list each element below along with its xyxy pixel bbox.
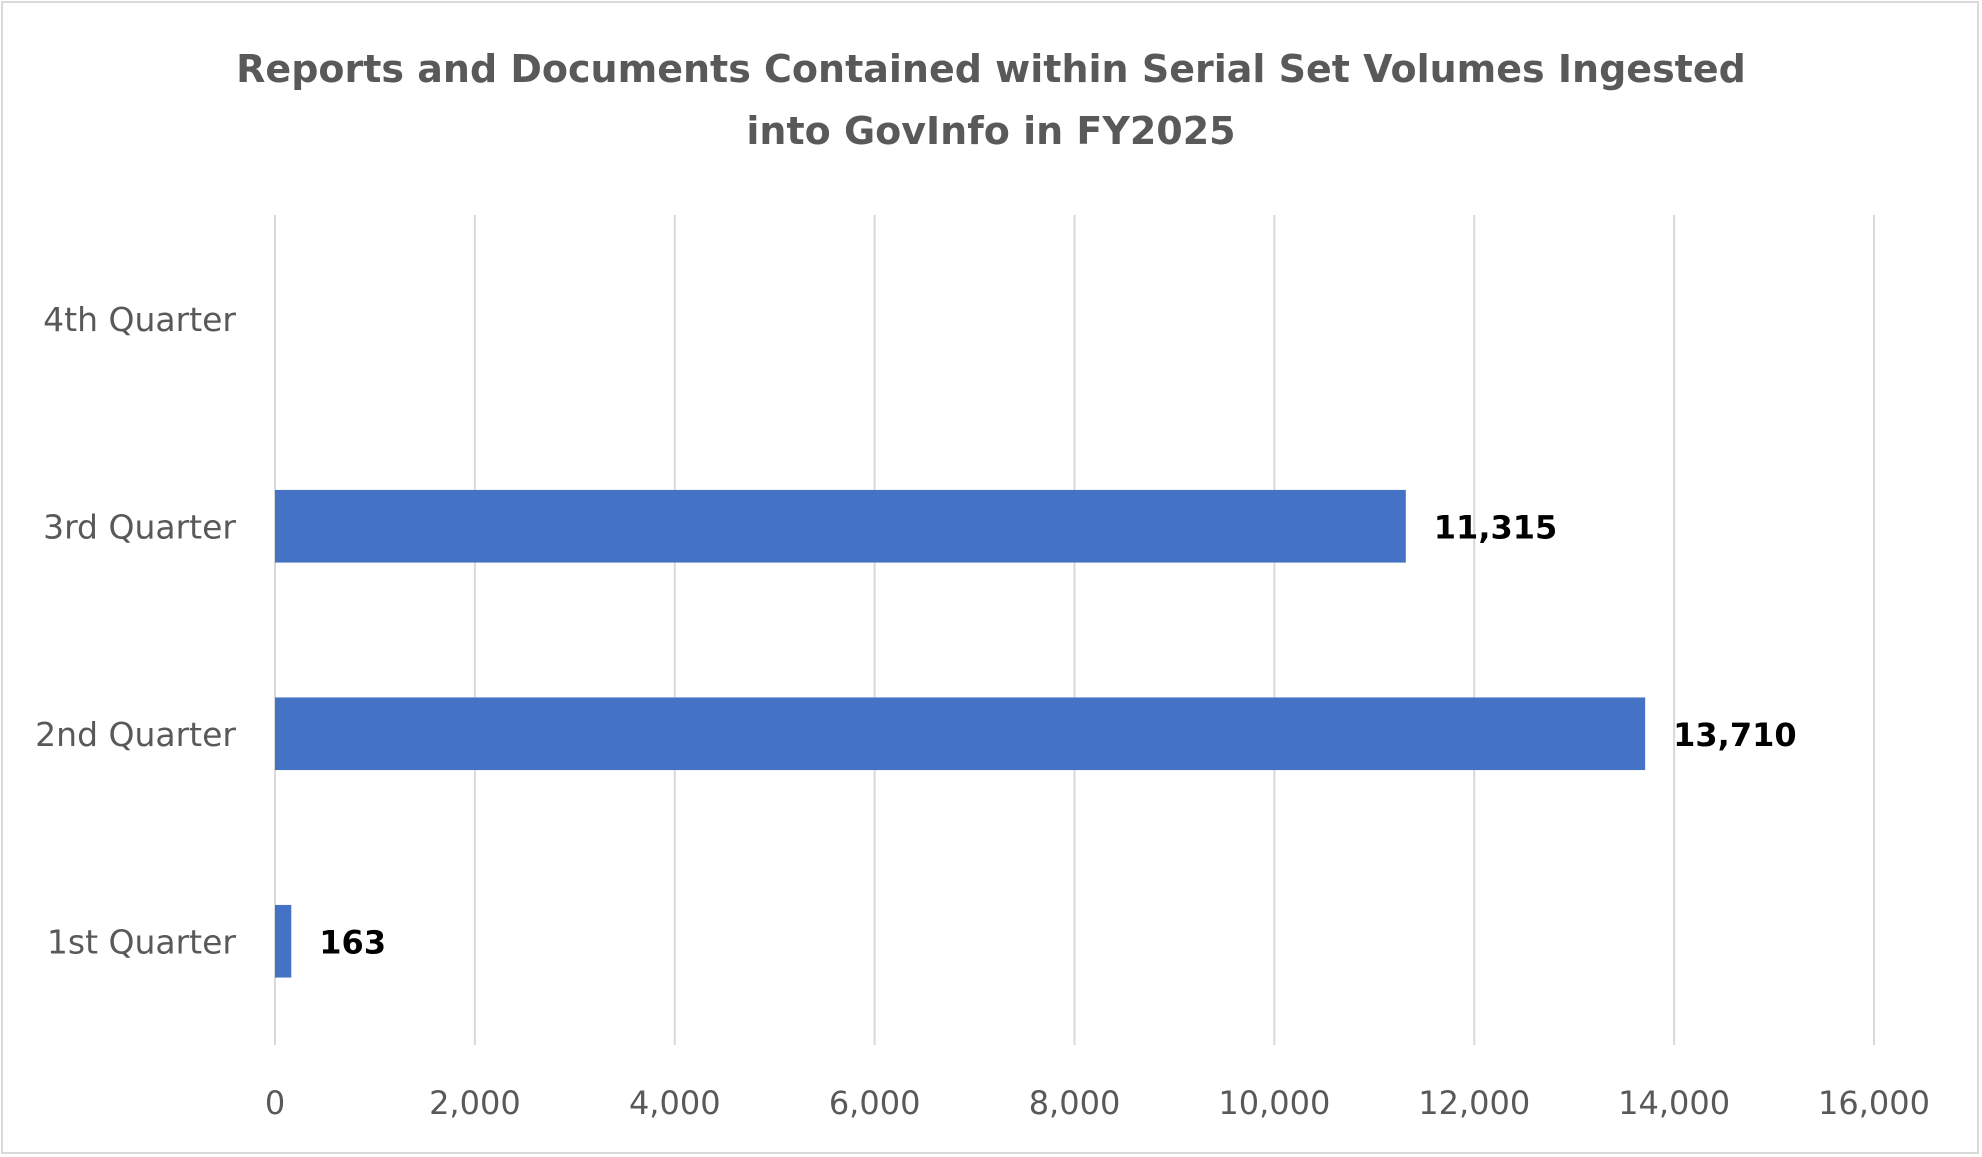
data-label-2: 11,315 <box>1434 508 1557 546</box>
data-label-0: 163 <box>319 923 386 961</box>
bar-2 <box>275 489 1406 563</box>
chart-title-line-1: Reports and Documents Contained within S… <box>236 47 1746 91</box>
bar-1 <box>275 697 1646 771</box>
data-labels: 163 13,710 11,315 <box>319 508 1796 961</box>
gridlines <box>274 215 1875 1045</box>
bar-0 <box>275 904 292 978</box>
x-tick-label-8: 16,000 <box>1818 1084 1930 1122</box>
x-tick-label-6: 12,000 <box>1418 1084 1530 1122</box>
x-tick-label-7: 14,000 <box>1618 1084 1730 1122</box>
category-label-1: 2nd Quarter <box>35 715 236 754</box>
data-label-1: 13,710 <box>1673 716 1796 754</box>
x-tick-label-2: 4,000 <box>629 1084 721 1122</box>
x-tick-label-0: 0 <box>265 1084 285 1122</box>
bars <box>275 489 1646 978</box>
x-tick-label-4: 8,000 <box>1029 1084 1121 1122</box>
x-axis-tick-labels: 0 2,000 4,000 6,000 8,000 10,000 12,000 14,000 1… <box>265 1084 1930 1122</box>
x-tick-label-5: 10,000 <box>1218 1084 1330 1122</box>
category-label-0: 1st Quarter <box>47 922 237 961</box>
x-tick-label-1: 2,000 <box>429 1084 521 1122</box>
chart-title-line-2: into GovInfo in FY2025 <box>746 109 1236 153</box>
chart-title: Reports and Documents Contained within S… <box>0 38 1982 162</box>
category-label-2: 3rd Quarter <box>43 507 236 546</box>
x-tick-label-3: 6,000 <box>829 1084 921 1122</box>
category-label-3: 4th Quarter <box>43 300 236 339</box>
category-labels: 1st Quarter 2nd Quarter 3rd Quarter 4th Qua… <box>35 300 236 962</box>
